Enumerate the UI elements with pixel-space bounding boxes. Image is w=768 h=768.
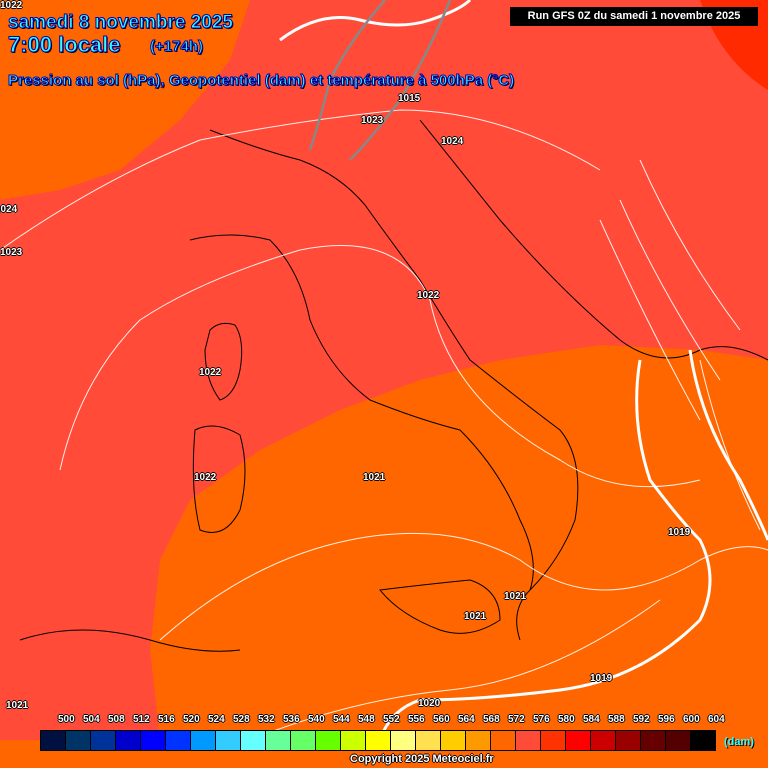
- legend-swatch: [341, 731, 366, 750]
- legend-tick-label: 604: [708, 714, 725, 725]
- run-info: Run GFS 0Z du samedi 1 novembre 2025: [510, 7, 758, 26]
- legend-unit: (dam): [724, 736, 754, 748]
- pressure-label: 1021: [464, 611, 487, 622]
- pressure-label: 1022: [0, 0, 23, 11]
- legend-swatch: [166, 731, 191, 750]
- legend-tick-label: 556: [408, 714, 425, 725]
- legend-swatch: [116, 731, 141, 750]
- legend-tick-label: 528: [233, 714, 250, 725]
- pressure-label: 1024: [441, 136, 464, 147]
- legend-swatch: [591, 731, 616, 750]
- legend-swatch: [516, 731, 541, 750]
- legend-swatch: [366, 731, 391, 750]
- legend-swatch: [291, 731, 316, 750]
- legend-tick-label: 532: [258, 714, 275, 725]
- temperature-isotherm: [308, 0, 452, 161]
- legend-swatch: [666, 731, 691, 750]
- legend-swatch: [441, 731, 466, 750]
- pressure-label: 1020: [418, 698, 441, 709]
- geopotential-contours: [279, 0, 768, 741]
- legend-tick-label: 540: [308, 714, 325, 725]
- legend-tick-label: 520: [183, 714, 200, 725]
- legend-swatch: [316, 731, 341, 750]
- legend-swatch: [416, 731, 441, 750]
- legend-tick-label: 548: [358, 714, 375, 725]
- legend-tick-label: 588: [608, 714, 625, 725]
- legend-tick-label: 500: [58, 714, 75, 725]
- copyright: Copyright 2025 Meteociel.fr: [350, 753, 494, 765]
- map-description: Pression au sol (hPa), Geopotentiel (dam…: [7, 72, 515, 90]
- pressure-label: 1022: [194, 472, 217, 483]
- legend-tick-label: 536: [283, 714, 300, 725]
- legend-tick-label: 576: [533, 714, 550, 725]
- legend-tick-label: 552: [383, 714, 400, 725]
- legend-swatch: [41, 731, 66, 750]
- legend-swatch: [641, 731, 666, 750]
- pressure-label: 1022: [199, 367, 222, 378]
- legend-swatch: [266, 731, 291, 750]
- forecast-date: samedi 8 novembre 2025: [8, 12, 234, 33]
- pressure-label: 1022: [417, 290, 440, 301]
- legend-tick-label: 600: [683, 714, 700, 725]
- legend-tick-label: 572: [508, 714, 525, 725]
- pressure-label: 1015: [398, 93, 421, 104]
- legend-swatch: [491, 731, 516, 750]
- legend-swatch: [91, 731, 116, 750]
- color-legend: [40, 730, 716, 751]
- legend-ticks: 500 504 508 512 516 520 524 528 532 536 540 544 548 5…: [58, 714, 733, 726]
- legend-tick-label: 596: [658, 714, 675, 725]
- legend-tick-label: 524: [208, 714, 225, 725]
- legend-tick-label: 504: [83, 714, 100, 725]
- legend-tick-label: 560: [433, 714, 450, 725]
- pressure-label: 1021: [504, 591, 527, 602]
- isobars: [0, 109, 768, 741]
- coastlines: [19, 119, 768, 652]
- legend-swatch: [66, 731, 91, 750]
- legend-swatch: [191, 731, 216, 750]
- forecast-time: 7:00 locale: [8, 32, 122, 57]
- legend-swatch: [216, 731, 241, 750]
- pressure-label: 1024: [0, 204, 18, 215]
- pressure-label: 1019: [668, 527, 691, 538]
- legend-swatch: [141, 731, 166, 750]
- pressure-label: 1021: [6, 700, 29, 711]
- legend-swatch: [566, 731, 591, 750]
- legend-tick-label: 564: [458, 714, 475, 725]
- legend-tick-label: 592: [633, 714, 650, 725]
- legend-tick-label: 512: [133, 714, 150, 725]
- legend-tick-label: 544: [333, 714, 350, 725]
- legend-tick-label: 516: [158, 714, 175, 725]
- pressure-label: 1023: [361, 115, 384, 126]
- pressure-label: 1021: [363, 472, 386, 483]
- legend-swatch: [241, 731, 266, 750]
- pressure-label: 1019: [590, 673, 613, 684]
- legend-tick-label: 584: [583, 714, 600, 725]
- legend-swatch: [391, 731, 416, 750]
- legend-swatch: [541, 731, 566, 750]
- pressure-label: 1023: [0, 247, 23, 258]
- legend-swatch: [466, 731, 491, 750]
- forecast-lead-time: (+174h): [150, 38, 204, 56]
- legend-tick-label: 568: [483, 714, 500, 725]
- legend-swatch: [616, 731, 641, 750]
- legend-tick-label: 508: [108, 714, 125, 725]
- legend-swatch: [691, 731, 715, 750]
- field-576: [0, 0, 768, 740]
- legend-tick-label: 580: [558, 714, 575, 725]
